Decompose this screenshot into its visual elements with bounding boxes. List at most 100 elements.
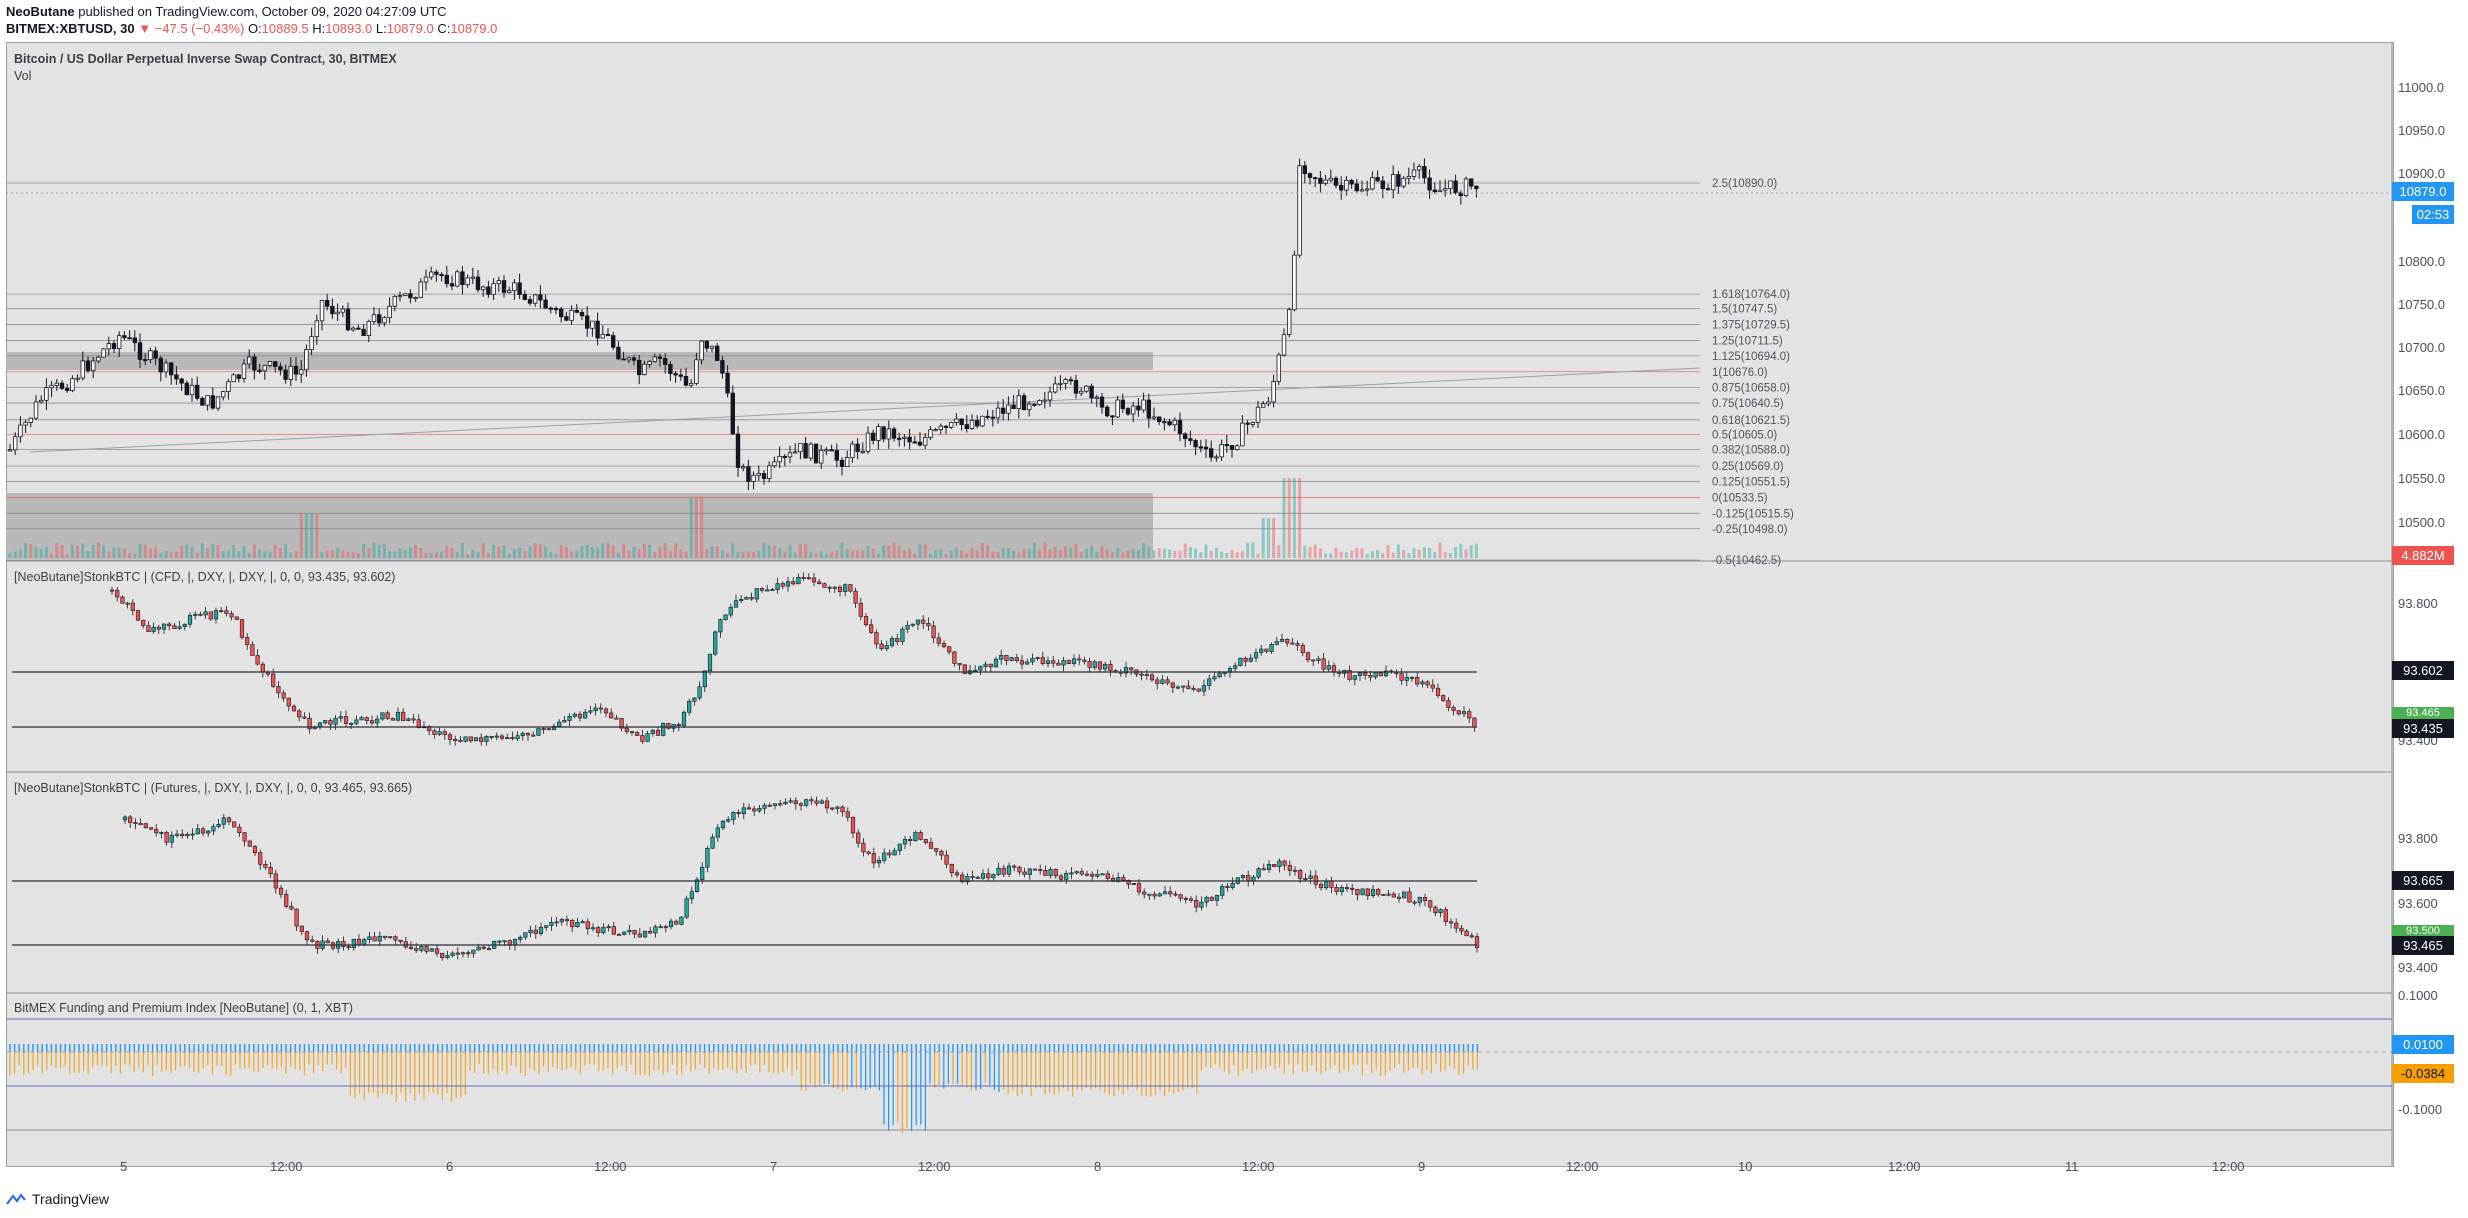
candle-body: [1079, 871, 1084, 875]
volume-bar: [148, 548, 152, 558]
volume-bar: [273, 544, 277, 558]
candle-body: [143, 823, 148, 828]
candle-body: [1162, 891, 1168, 895]
candle-body: [135, 610, 141, 621]
candle-body: [1063, 379, 1068, 384]
volume-bar: [840, 542, 844, 558]
candle-body: [242, 832, 247, 842]
candle-body: [923, 437, 928, 446]
candle-body: [668, 364, 673, 374]
fib-label: 0.618(10621.5): [1712, 415, 1790, 427]
candle-body: [798, 443, 803, 453]
candle-body: [138, 823, 143, 825]
volume-bar: [788, 544, 792, 558]
candle-body: [762, 804, 767, 809]
candle-body: [595, 320, 600, 339]
volume-bar: [1214, 547, 1218, 558]
candle-body: [466, 952, 471, 955]
time-axis[interactable]: 5 12:00 6 12:00 7 12:00 8 12:00 9 12:00 …: [120, 1159, 2245, 1174]
candle-body: [1136, 883, 1142, 893]
candle-body: [1147, 893, 1152, 896]
candle-body: [939, 850, 944, 856]
candle-body: [879, 643, 884, 650]
volume-bar: [138, 544, 142, 558]
candle-body: [203, 611, 208, 616]
volume-bar: [1204, 544, 1208, 558]
volume-bar: [1266, 518, 1270, 558]
candle-body: [408, 946, 414, 949]
volume-bar: [159, 553, 163, 558]
candle-body: [101, 348, 106, 358]
volume-bar: [949, 550, 953, 558]
candle-body: [1040, 657, 1045, 664]
x-tick: 9: [1418, 1159, 1425, 1174]
candle-body: [70, 378, 75, 392]
volume-bar: [648, 544, 652, 558]
candle-body: [588, 710, 593, 713]
volume-bar: [190, 547, 194, 558]
volume-bar: [1308, 546, 1312, 558]
candle-body: [1172, 419, 1177, 426]
candle-body: [1141, 399, 1146, 411]
candle-body: [865, 432, 871, 452]
candle-body: [486, 948, 492, 951]
candle-body: [699, 340, 704, 361]
candle-body: [91, 360, 96, 372]
volume-bar: [414, 544, 418, 558]
candle-body: [1225, 886, 1230, 888]
candle-body: [941, 643, 947, 648]
fib-label: 1.25(10711.5): [1712, 335, 1783, 347]
volume-bar: [830, 552, 834, 558]
tradingview-branding[interactable]: TradingView: [6, 1191, 109, 1207]
candle-body: [423, 276, 429, 283]
candle-body: [733, 600, 739, 608]
candle-body: [938, 425, 943, 430]
candle-body: [933, 429, 938, 432]
funding-y-axis[interactable]: 0.1000 -0.1000: [2398, 988, 2442, 1117]
main-y-axis[interactable]: 11000.0 10950.0 10900.0 10800.0 10750.0 …: [2398, 80, 2445, 530]
close-value: 10879.0: [450, 21, 498, 36]
candle-body: [262, 365, 267, 372]
candle-body: [671, 724, 676, 729]
candle-body: [211, 826, 216, 832]
candle-body: [517, 282, 522, 295]
trend-line: [29, 367, 1701, 453]
author-name[interactable]: NeoButane: [6, 4, 75, 19]
volume-bar: [497, 546, 501, 558]
candle-body: [122, 816, 128, 821]
candle-body: [900, 628, 905, 642]
y-tick: 10550.0: [2398, 471, 2445, 486]
candle-body: [106, 343, 111, 350]
candle-body: [1170, 682, 1175, 688]
candle-body: [111, 343, 117, 349]
candle-body: [1246, 875, 1251, 882]
y-tick: 10600.0: [2398, 427, 2445, 442]
volume-bar: [928, 553, 932, 558]
candle-body: [744, 597, 749, 600]
candle-body: [278, 887, 284, 895]
candle-body: [1240, 875, 1246, 878]
candle-body: [616, 933, 622, 936]
volume-bar: [533, 542, 537, 558]
volume-bar: [835, 550, 839, 558]
candle-body: [1095, 874, 1100, 877]
candle-body: [1329, 880, 1334, 888]
futures-y-axis[interactable]: 93.800 93.600 93.400: [2398, 831, 2438, 975]
candle-body: [702, 670, 707, 688]
candle-body: [359, 717, 364, 721]
candle-body: [85, 360, 91, 372]
candle-body: [962, 664, 967, 675]
candle-body: [553, 308, 559, 311]
volume-bar: [1178, 550, 1182, 558]
candle-body: [1474, 936, 1480, 948]
chart-frame[interactable]: [6, 42, 2394, 1167]
volume-bar: [299, 513, 303, 558]
resistance-zone: [6, 352, 1153, 370]
candle-body: [658, 926, 663, 929]
candle-body: [1316, 658, 1321, 661]
candle-body: [328, 720, 333, 725]
x-tick: 7: [770, 1159, 777, 1174]
volume-bar: [128, 552, 132, 558]
volume-bar: [980, 543, 984, 558]
